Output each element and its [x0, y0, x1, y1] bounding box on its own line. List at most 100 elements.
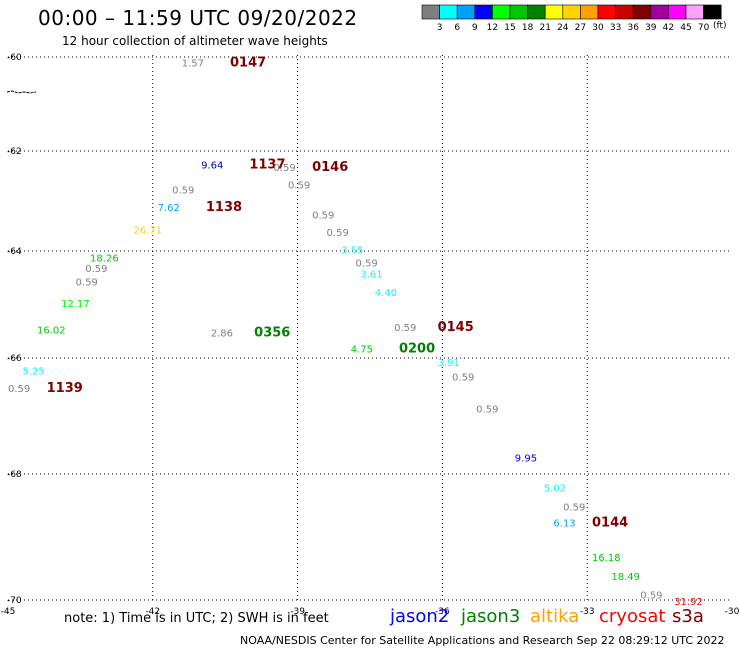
longitude-tick-label: -45 [1, 607, 16, 617]
longitude-tick-label: -30 [725, 607, 740, 617]
coastline-fragment [6, 90, 37, 94]
wave-height-label: 5.02 [544, 484, 566, 495]
wave-height-label: 1.57 [182, 59, 204, 70]
legend-bin-label: 6 [454, 23, 460, 33]
legend-bin-label: 18 [522, 23, 534, 33]
wave-height-label: 31.92 [674, 597, 703, 608]
satellite-label-jason3: jason3 [461, 606, 521, 627]
satellite-label-jason2: jason2 [390, 606, 450, 627]
grid-layer [8, 55, 732, 601]
satellite-label-altika: altika [530, 606, 580, 627]
wave-height-label: 18.49 [611, 572, 640, 583]
wave-height-label: 26.71 [133, 226, 162, 237]
wave-height-label: 0.59 [563, 503, 585, 514]
wave-height-label: 16.02 [37, 326, 66, 337]
wave-height-label: 6.13 [553, 518, 575, 529]
legend-swatch [544, 4, 564, 20]
legend-swatch [703, 4, 722, 20]
legend-bin-label: 24 [557, 23, 569, 33]
wave-height-label: 3.55 [341, 246, 363, 257]
wave-height-label: 3.91 [438, 358, 460, 369]
legend-bin-label: 15 [504, 23, 515, 33]
legend-bin-label: 33 [610, 23, 621, 33]
legend-swatch [562, 4, 581, 20]
pass-time-label: 1139 [47, 381, 83, 396]
units-note: note: 1) Time is in UTC; 2) SWH is in fe… [64, 611, 329, 626]
legend-swatch [509, 4, 528, 20]
wave-height-label: 0.59 [640, 591, 662, 602]
wave-height-label: 16.18 [592, 553, 621, 564]
wave-height-label: 0.59 [288, 181, 310, 192]
legend-swatch [580, 4, 599, 20]
longitude-tick-label: -39 [290, 607, 305, 617]
legend-bin-label: 45 [680, 23, 691, 33]
wave-height-label: 5.25 [22, 367, 44, 378]
legend-swatch [474, 4, 493, 20]
wave-height-label: 12.17 [61, 299, 90, 310]
legend-unit: (ft) [713, 21, 727, 31]
longitude-tick-label: -42 [145, 607, 160, 617]
pass-time-label: 0147 [230, 56, 266, 71]
longitude-tick-label: -33 [580, 607, 595, 617]
legend-bin-label: 30 [592, 23, 604, 33]
wave-height-label: 0.59 [356, 259, 378, 270]
page-title: 00:00 – 11:59 UTC 09/20/2022 [38, 6, 358, 30]
wave-height-label: 0.59 [327, 228, 349, 239]
legend-swatch [527, 4, 546, 20]
pass-time-label: 0145 [438, 320, 474, 335]
wave-height-label: 0.59 [394, 323, 416, 334]
latitude-tick-label: -60 [7, 53, 22, 63]
wave-height-label: 0.59 [85, 264, 107, 275]
latitude-tick-label: -66 [7, 354, 22, 364]
wave-height-label: 0.59 [76, 277, 98, 288]
latitude-tick-label: -64 [7, 247, 22, 257]
wave-height-label: 0.59 [273, 163, 295, 174]
legend-swatch [615, 4, 634, 20]
credit-line: NOAA/NESDIS Center for Satellite Applica… [240, 634, 725, 647]
legend-bin-label: 42 [663, 23, 674, 33]
legend-bin-label: 70 [698, 23, 710, 33]
legend-bin-label: 21 [539, 23, 550, 33]
pass-time-label: 1137 [249, 158, 285, 173]
page-subtitle: 12 hour collection of altimeter wave hei… [62, 34, 328, 48]
pass-time-label: 0144 [592, 515, 628, 530]
legend-swatch [685, 4, 704, 20]
legend-bin-label: 36 [627, 23, 639, 33]
latitude-tick-label: -68 [7, 470, 22, 480]
wave-height-label: 4.75 [351, 344, 373, 355]
satellite-label-cryosat: cryosat [599, 606, 666, 627]
wave-height-label: 0.59 [452, 372, 474, 383]
pass-time-label: 1138 [206, 200, 242, 215]
legend-swatch [597, 4, 616, 20]
wave-height-label: 0.59 [476, 404, 498, 415]
legend-bin-label: 39 [645, 23, 657, 33]
legend-swatch [421, 4, 440, 20]
legend-bin-label: 27 [575, 23, 586, 33]
latitude-tick-label: -62 [7, 147, 22, 157]
legend-bin-label: 12 [487, 23, 498, 33]
wave-height-label: 9.95 [515, 454, 537, 465]
legend-bin-label: 3 [437, 23, 443, 33]
legend-swatch [492, 4, 511, 20]
legend-swatch [632, 4, 652, 20]
pass-time-label: 0356 [254, 325, 290, 340]
legend-bin-label: 9 [472, 23, 478, 33]
legend-swatch [456, 4, 476, 20]
wave-height-label: 18.26 [90, 253, 119, 264]
wave-height-label: 3.61 [360, 269, 382, 280]
wave-height-label: 0.59 [172, 186, 194, 197]
wave-height-label: 4.40 [375, 288, 397, 299]
longitude-tick-label: -36 [435, 607, 450, 617]
legend-swatch [439, 4, 458, 20]
wave-height-label: 7.62 [158, 203, 180, 214]
satellite-label-s3a: s3a [672, 606, 704, 627]
legend-swatch [650, 4, 669, 20]
wave-height-label: 2.86 [211, 328, 233, 339]
latitude-tick-label: -70 [7, 596, 22, 606]
pass-time-label: 0200 [399, 341, 435, 356]
wave-height-label: 9.64 [201, 161, 223, 172]
wave-height-label: 0.59 [8, 384, 30, 395]
axis-ticks: -45 -42 -39 -36 -33 -30 -60 -62 -64 -66 -68 -70 [1, 53, 740, 617]
